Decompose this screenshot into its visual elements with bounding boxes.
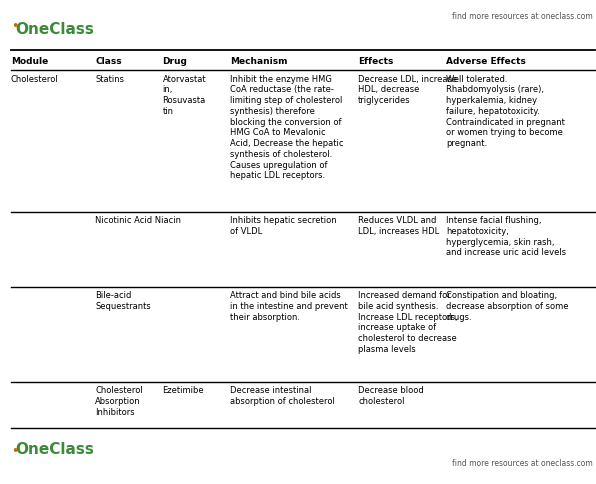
Text: •: •: [11, 20, 18, 33]
Text: Ezetimibe: Ezetimibe: [163, 385, 204, 394]
Text: Decrease intestinal
absorption of cholesterol: Decrease intestinal absorption of choles…: [230, 385, 334, 405]
Text: find more resources at oneclass.com: find more resources at oneclass.com: [452, 12, 593, 21]
Text: find more resources at oneclass.com: find more resources at oneclass.com: [452, 458, 593, 467]
Text: Mechanism: Mechanism: [230, 57, 287, 65]
Text: Decrease LDL, increase
HDL, decrease
triglycerides: Decrease LDL, increase HDL, decrease tri…: [358, 75, 457, 105]
Text: Statins: Statins: [95, 75, 125, 84]
Text: Attract and bind bile acids
in the intestine and prevent
their absorption.: Attract and bind bile acids in the intes…: [230, 290, 347, 321]
Text: •: •: [11, 444, 18, 457]
Text: Well tolerated.
Rhabdomyolysis (rare),
hyperkalemia, kidney
failure, hepatotoxic: Well tolerated. Rhabdomyolysis (rare), h…: [446, 75, 565, 148]
Text: OneClass: OneClass: [15, 22, 94, 37]
Text: OneClass: OneClass: [15, 441, 94, 456]
Text: Module: Module: [11, 57, 48, 65]
Text: Effects: Effects: [358, 57, 393, 65]
Text: Intense facial flushing,
hepatotoxicity,
hyperglycemia, skin rash,
and increase : Intense facial flushing, hepatotoxicity,…: [446, 216, 566, 257]
Text: Reduces VLDL and
LDL, increases HDL: Reduces VLDL and LDL, increases HDL: [358, 216, 439, 235]
Text: Class: Class: [95, 57, 122, 65]
Text: Drug: Drug: [163, 57, 188, 65]
Text: Nicotinic Acid Niacin: Nicotinic Acid Niacin: [95, 216, 181, 225]
Text: Inhibit the enzyme HMG
CoA reductase (the rate-
limiting step of cholesterol
syn: Inhibit the enzyme HMG CoA reductase (th…: [230, 75, 343, 180]
Text: Bile-acid
Sequestrants: Bile-acid Sequestrants: [95, 290, 151, 310]
Text: Increased demand for
bile acid synthesis.
Increase LDL receptors,
increase uptak: Increased demand for bile acid synthesis…: [358, 290, 458, 353]
Text: Atorvastat
in,
Rosuvasta
tin: Atorvastat in, Rosuvasta tin: [163, 75, 206, 116]
Text: Decrease blood
cholesterol: Decrease blood cholesterol: [358, 385, 424, 405]
Text: Inhibits hepatic secretion
of VLDL: Inhibits hepatic secretion of VLDL: [230, 216, 336, 235]
Text: Adverse Effects: Adverse Effects: [446, 57, 526, 65]
Text: Constipation and bloating,
decrease absorption of some
drugs.: Constipation and bloating, decrease abso…: [446, 290, 569, 321]
Text: Cholesterol
Absorption
Inhibitors: Cholesterol Absorption Inhibitors: [95, 385, 143, 416]
Text: Cholesterol: Cholesterol: [11, 75, 58, 84]
